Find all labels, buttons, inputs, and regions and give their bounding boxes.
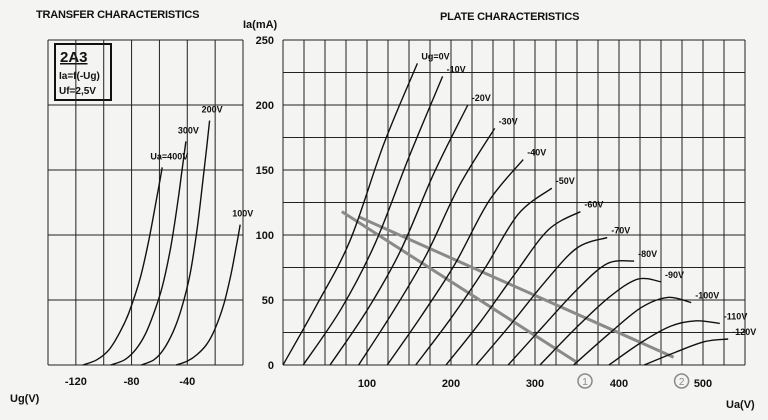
plate-y-tick-label: 150 [256,165,274,177]
plate-curve-label: -120V [732,327,756,337]
plate-curve [643,338,729,366]
plate-curve [386,159,524,366]
load-line-marker [577,373,593,389]
transfer-x-ticks: -120 -80 -40 [65,376,195,388]
plate-x-tick-label: 400 [610,378,628,390]
plate-y-ticks: 0 50 100 150 200 250 [256,35,274,372]
plate-y-tick-label: 100 [256,230,274,242]
load-line [357,215,675,359]
load-line-label: 2 [679,377,685,388]
plate-y-tick-label: 50 [262,295,274,307]
transfer-curve-label: 100V [232,209,253,219]
plate-curve-label: -30V [499,116,518,126]
plate-curve [539,277,662,366]
plate-curve-label: -80V [638,249,657,259]
plate-y-tick-label: 250 [256,35,274,47]
transfer-curve-label: 200V [202,105,223,115]
plate-curve-label: -100V [695,291,719,301]
tube-type-label: 2A3 [60,49,88,66]
plate-curve [358,128,496,366]
plate-x-tick-label: 300 [526,378,544,390]
transfer-x-tick-label: -40 [179,376,195,388]
load-line-marker [673,373,690,389]
plate-curve [573,296,692,366]
plate-x-tick-label: 500 [694,378,712,390]
plate-curve [415,187,553,366]
transfer-curve-label: 300V [178,125,199,135]
transfer-curve [141,120,211,366]
load-line-label: 1 [582,377,588,388]
transfer-x-tick-label: -120 [65,376,87,388]
transfer-chart-title: TRANSFER CHARACTERISTICS [36,9,199,21]
plate-x-tick-label: 100 [358,378,376,390]
transfer-function-label: Ia=f(-Ug) [59,71,100,82]
plate-curve [282,63,419,366]
plate-curve-label: -10V [447,64,466,74]
plate-grid [282,39,746,366]
filament-voltage-label: Uf=2,5V [59,86,96,97]
plate-y-tick-label: 200 [256,100,274,112]
plate-y-tick-label: 0 [268,360,274,372]
plate-curve-label: Ug=0V [421,51,449,61]
plate-curve-label: -110V [724,311,748,321]
transfer-curves [82,120,241,366]
plate-curve [445,210,581,366]
plate-curve-label: -20V [472,93,491,103]
plate-curve [302,76,444,366]
plate-curve-labels: Ug=0V -10V -20V -30V -40V -50V -60V -70V -80V -90… [421,51,756,337]
transfer-grid [47,39,244,366]
plate-curve-label: -70V [611,226,630,236]
transfer-x-tick-label: -80 [124,376,140,388]
transfer-x-axis-label: Ug(V) [10,393,40,405]
transfer-curve [82,167,163,366]
plate-curve-label: -50V [556,176,575,186]
plate-y-axis-label: Ia(mA) [243,19,278,31]
plate-x-ticks: 100 200 300 400 500 [358,378,712,390]
tube-info-box: 2A3 Ia=f(-Ug) Uf=2,5V [54,43,112,101]
plate-curves [282,63,729,366]
plate-curve [475,236,608,366]
transfer-curve [110,141,187,366]
plate-curve-label: -60V [584,200,603,210]
plate-curve [507,259,635,366]
plate-curve-label: -40V [527,148,546,158]
plate-curve [329,104,469,366]
transfer-curve-label: Ua=400V [150,151,188,161]
plate-curve-label: -90V [665,270,684,280]
load-line [340,210,578,364]
plate-chart-title: PLATE CHARACTERISTICS [440,11,579,23]
plate-x-axis-label: Ua(V) [726,399,755,411]
plate-x-tick-label: 200 [442,378,460,390]
plate-curve [608,320,720,366]
transfer-curve [175,224,241,366]
